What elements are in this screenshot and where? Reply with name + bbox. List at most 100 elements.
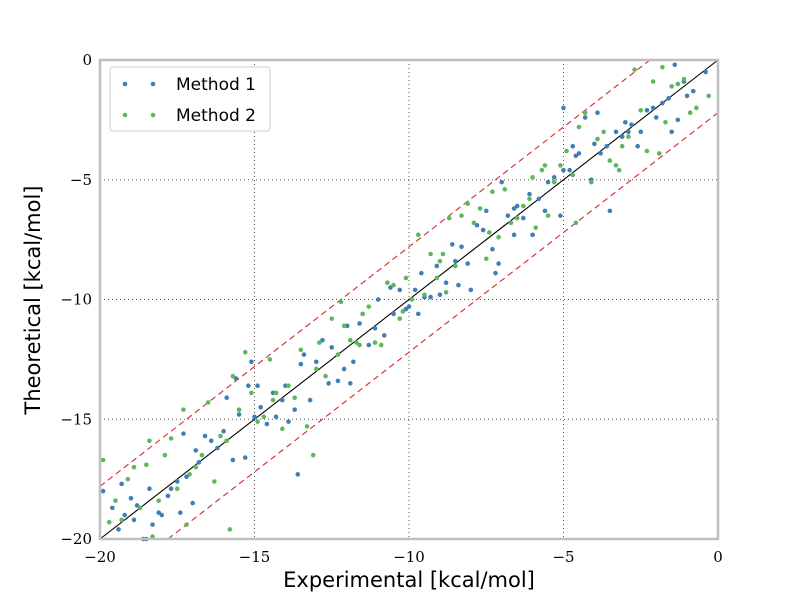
point-method1 (252, 414, 257, 420)
point-method2 (638, 107, 644, 113)
point-method2 (174, 486, 180, 492)
point-method2 (613, 163, 619, 168)
point-method2 (660, 64, 665, 70)
point-method1 (236, 412, 242, 417)
point-method2 (357, 342, 362, 348)
point-method1 (598, 151, 603, 156)
point-method1 (499, 179, 505, 185)
point-method1 (128, 495, 134, 501)
point-method1 (412, 287, 418, 293)
point-method1 (230, 457, 236, 463)
point-method1 (301, 352, 307, 357)
point-method1 (650, 105, 656, 111)
point-method1 (286, 419, 291, 424)
point-method1 (264, 421, 270, 427)
point-method1 (474, 222, 480, 228)
point-method1 (100, 488, 106, 494)
point-method1 (147, 486, 152, 492)
point-method1 (496, 261, 501, 266)
point-method1 (437, 292, 443, 298)
point-method2 (162, 452, 168, 458)
point-method2 (508, 220, 514, 226)
point-method2 (156, 498, 162, 503)
point-method2 (230, 373, 236, 379)
point-method2 (681, 76, 687, 82)
point-method2 (477, 206, 483, 211)
series-method2 (100, 64, 712, 539)
point-method2 (422, 292, 427, 298)
point-method2 (280, 426, 285, 432)
point-method2 (644, 148, 650, 154)
point-method1 (184, 474, 189, 480)
point-method1 (372, 325, 378, 331)
point-method2 (530, 175, 535, 180)
point-method1 (561, 167, 566, 173)
point-method2 (397, 316, 403, 321)
point-method2 (131, 464, 137, 470)
point-method2 (125, 476, 131, 482)
point-method1 (381, 333, 387, 338)
point-method2 (249, 390, 254, 396)
point-method1 (443, 280, 449, 286)
point-method2 (471, 220, 477, 226)
point-method2 (551, 179, 557, 185)
point-method2 (144, 462, 149, 468)
point-method2 (218, 433, 223, 439)
x-tick-label: −15 (239, 548, 271, 566)
point-method2 (619, 143, 625, 149)
point-method2 (465, 201, 471, 206)
point-method2 (286, 383, 291, 389)
point-method1 (619, 134, 625, 139)
point-method2 (372, 340, 378, 345)
point-method2 (347, 337, 353, 343)
point-method1 (110, 505, 115, 511)
point-method1 (366, 342, 372, 348)
point-method2 (576, 124, 582, 130)
point-method1 (638, 129, 644, 135)
y-axis-label: Theoretical [kcal/mol] (21, 185, 45, 415)
point-method1 (527, 191, 532, 197)
point-method1 (629, 122, 634, 127)
x-tick-label: −20 (84, 548, 116, 566)
series-method1 (100, 62, 708, 542)
point-method2 (385, 280, 390, 286)
point-method2 (521, 203, 526, 209)
y-tick-label: 0 (82, 51, 92, 69)
point-method2 (514, 215, 520, 221)
point-method1 (150, 522, 155, 527)
point-method1 (703, 69, 708, 75)
point-method2 (168, 436, 174, 441)
point-method2 (582, 110, 588, 115)
point-method1 (116, 527, 121, 532)
point-method1 (375, 297, 381, 302)
point-method1 (582, 115, 588, 120)
point-method1 (635, 143, 640, 149)
plot-frame (98, 58, 720, 541)
legend-marker-method1-b (150, 81, 156, 87)
point-method1 (159, 512, 165, 518)
point-method1 (490, 246, 495, 252)
point-method1 (530, 232, 535, 238)
y-tick-label: −5 (70, 171, 92, 189)
point-method1 (280, 397, 285, 403)
point-method2 (527, 196, 532, 202)
point-method1 (233, 376, 239, 381)
point-method2 (236, 407, 242, 412)
point-method1 (122, 512, 128, 518)
legend-label-method2: Method 2 (176, 106, 256, 126)
point-method2 (483, 256, 489, 262)
point-method1 (576, 151, 582, 156)
point-method2 (573, 220, 579, 226)
point-method2 (106, 519, 112, 525)
point-method2 (391, 282, 396, 288)
y-axis-ticks: −20 −15 −10 −5 0 (60, 51, 92, 548)
point-method2 (663, 119, 668, 125)
point-method1 (351, 359, 356, 365)
point-method1 (493, 270, 498, 276)
point-method2 (601, 129, 606, 135)
point-method1 (511, 206, 517, 211)
point-method1 (453, 258, 458, 264)
point-method2 (261, 414, 267, 420)
point-method1 (456, 282, 461, 288)
